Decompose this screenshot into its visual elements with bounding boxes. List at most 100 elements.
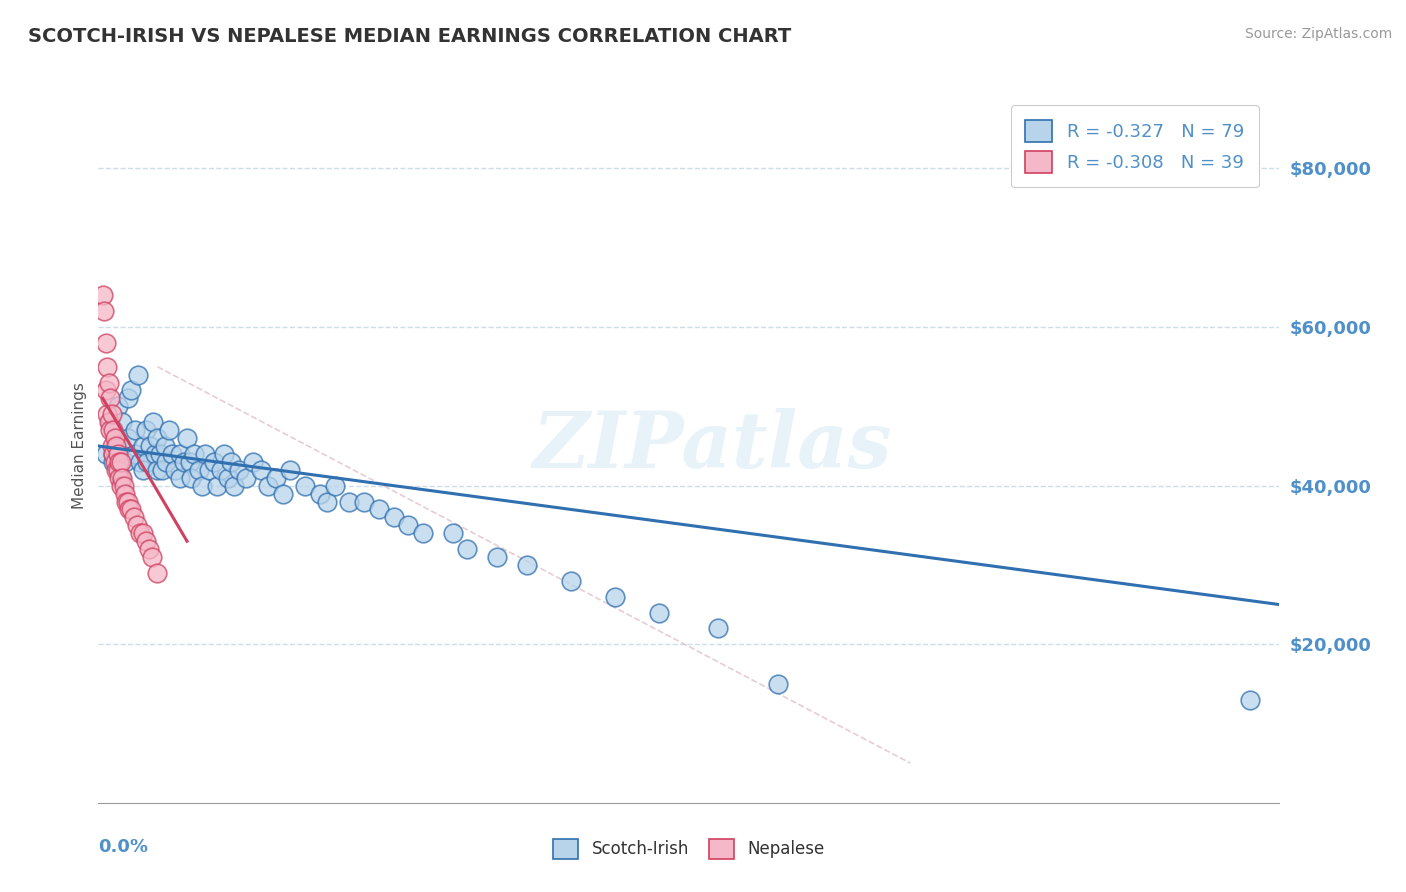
Point [560,574,582,588]
Point [173,455,195,469]
Point [94,335,117,350]
Point [139,439,162,453]
Point [219,455,242,469]
Point [198,463,221,477]
Point [316,494,339,508]
Point [382,510,405,524]
Point [157,423,180,437]
Point [456,542,478,557]
Point [707,621,730,635]
Point [110,439,132,453]
Point [205,478,228,492]
Point [142,415,165,429]
Point [110,455,132,469]
Point [149,447,172,461]
Point [104,431,127,445]
Point [114,455,136,469]
Point [132,463,155,477]
Point [191,478,214,492]
Legend: Scotch-Irish, Nepalese: Scotch-Irish, Nepalese [547,832,831,866]
Point [146,566,169,580]
Point [257,478,280,492]
Point [105,439,128,453]
Point [179,455,201,469]
Point [146,431,169,445]
Point [115,494,138,508]
Point [187,463,209,477]
Point [605,590,627,604]
Point [1239,692,1261,706]
Point [135,534,157,549]
Point [183,447,205,461]
Point [353,494,375,508]
Point [105,463,128,477]
Point [278,463,302,477]
Point [94,384,117,398]
Point [111,471,134,485]
Point [117,494,139,508]
Point [114,486,136,500]
Point [128,455,150,469]
Point [104,455,127,469]
Point [169,447,191,461]
Point [309,486,332,500]
Point [103,455,125,469]
Point [97,415,120,429]
Point [165,463,187,477]
Point [132,526,155,541]
Point [100,407,122,421]
Point [155,455,177,469]
Point [117,431,139,445]
Point [146,463,169,477]
Point [441,526,464,541]
Text: 0.0%: 0.0% [98,838,149,856]
Point [112,478,135,492]
Point [94,447,117,461]
Point [98,423,121,437]
Point [264,471,287,485]
Point [153,439,176,453]
Point [122,510,145,524]
Point [132,439,155,453]
Point [111,415,134,429]
Point [194,447,217,461]
Point [202,455,225,469]
Point [107,447,129,461]
Point [98,415,121,429]
Point [128,526,150,541]
Point [162,447,183,461]
Point [180,471,202,485]
Point [125,518,148,533]
Point [323,478,346,492]
Text: SCOTCH-IRISH VS NEPALESE MEDIAN EARNINGS CORRELATION CHART: SCOTCH-IRISH VS NEPALESE MEDIAN EARNINGS… [28,27,792,45]
Point [235,471,257,485]
Point [93,304,115,318]
Point [108,455,131,469]
Point [150,463,173,477]
Point [103,447,125,461]
Point [176,431,198,445]
Point [117,392,139,406]
Point [107,400,129,414]
Point [242,455,264,469]
Point [136,455,159,469]
Point [96,407,118,421]
Point [169,471,191,485]
Point [118,502,141,516]
Point [108,471,131,485]
Point [110,471,132,485]
Point [250,463,273,477]
Point [98,392,121,406]
Point [105,431,128,445]
Point [228,463,250,477]
Point [107,463,129,477]
Point [486,549,509,564]
Text: Source: ZipAtlas.com: Source: ZipAtlas.com [1244,27,1392,41]
Point [124,423,146,437]
Point [212,447,235,461]
Point [97,376,120,390]
Point [368,502,391,516]
Point [96,359,118,374]
Point [648,606,671,620]
Point [138,542,160,557]
